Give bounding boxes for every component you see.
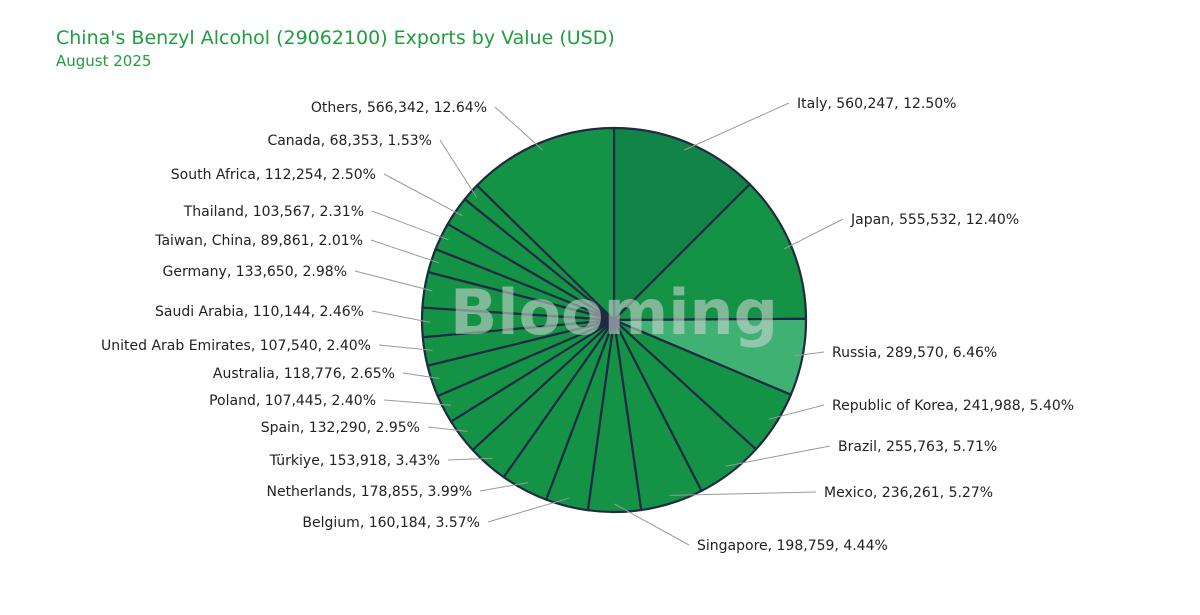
slice-label: Mexico, 236,261, 5.27%: [824, 485, 993, 501]
slice-label: Italy, 560,247, 12.50%: [797, 96, 956, 112]
slice-label: Thailand, 103,567, 2.31%: [183, 204, 364, 220]
slice-label: South Africa, 112,254, 2.50%: [171, 167, 376, 183]
leader-line: [669, 491, 817, 496]
slice-label: Netherlands, 178,855, 3.99%: [266, 484, 472, 500]
leader-line: [402, 372, 440, 379]
leader-line: [794, 351, 825, 357]
leader-line: [354, 270, 433, 292]
slice-label: Singapore, 198,759, 4.44%: [697, 538, 888, 554]
pie-slices: [420, 126, 808, 514]
slice-label: United Arab Emirates, 107,540, 2.40%: [101, 338, 371, 354]
leader-line: [487, 497, 569, 523]
leader-line: [371, 210, 449, 241]
slice-label: Russia, 289,570, 6.46%: [832, 345, 997, 361]
slice-label: Japan, 555,532, 12.40%: [850, 212, 1019, 228]
chart-title: China's Benzyl Alcohol (29062100) Export…: [56, 27, 615, 49]
leader-line: [370, 239, 440, 264]
slice-label: Australia, 118,776, 2.65%: [213, 366, 395, 382]
slice-label: Türkiye, 153,918, 3.43%: [269, 453, 440, 469]
slice-label: Brazil, 255,763, 5.71%: [838, 439, 997, 455]
leader-line: [614, 503, 690, 546]
slice-label: Taiwan, China, 89,861, 2.01%: [154, 233, 363, 249]
leader-line: [783, 218, 844, 250]
leader-line: [383, 399, 452, 406]
slice-label: Poland, 107,445, 2.40%: [209, 393, 376, 409]
leader-line: [427, 426, 468, 432]
watermark: Blooming: [450, 276, 778, 349]
slice-label: Belgium, 160,184, 3.57%: [302, 515, 480, 531]
pie-slice: [475, 126, 616, 322]
slice-label: Others, 566,342, 12.64%: [311, 100, 487, 116]
leader-line: [479, 482, 529, 492]
slice-label: Germany, 133,650, 2.98%: [162, 264, 347, 280]
pie-slice: [612, 126, 751, 322]
leader-line: [439, 139, 478, 198]
leader-line: [378, 344, 433, 351]
slice-label: Spain, 132,290, 2.95%: [261, 420, 420, 436]
leader-lines: [354, 102, 844, 546]
leader-line: [684, 102, 790, 151]
pie-slice: [612, 183, 808, 322]
slice-label: Canada, 68,353, 1.53%: [267, 133, 432, 149]
slice-labels: Italy, 560,247, 12.50% Japan, 555,532, 12…: [101, 96, 1074, 554]
leader-line: [768, 404, 825, 420]
slice-label: Saudi Arabia, 110,144, 2.46%: [155, 304, 364, 320]
slice-label: Republic of Korea, 241,988, 5.40%: [832, 398, 1074, 414]
leader-line: [371, 310, 431, 323]
leader-line: [725, 445, 831, 467]
leader-line: [447, 457, 493, 461]
chart-subtitle: August 2025: [56, 52, 152, 70]
leader-line: [383, 173, 463, 217]
leader-line: [494, 106, 544, 151]
